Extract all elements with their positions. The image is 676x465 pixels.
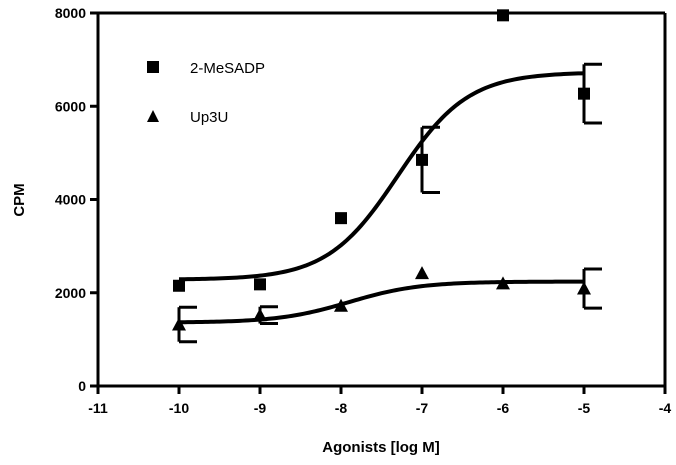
point-up3u	[496, 276, 510, 290]
legend-label-up3u: Up3U	[190, 109, 228, 126]
x-tick-label: -8	[335, 400, 348, 416]
x-tick-label: -9	[254, 400, 267, 416]
legend-marker-up3u	[147, 110, 159, 122]
x-axis-label: Agonists [log M]	[322, 439, 439, 456]
y-tick-label: 4000	[55, 192, 86, 208]
point-up3u	[415, 266, 429, 280]
point-2-mesadp	[578, 87, 590, 100]
point-2-mesadp	[254, 278, 266, 291]
y-tick-label: 6000	[55, 98, 86, 114]
x-tick-label: -5	[578, 400, 591, 416]
point-up3u	[577, 281, 591, 295]
point-up3u	[334, 298, 348, 312]
error-bars	[177, 62, 602, 344]
x-tick-label: -11	[88, 400, 108, 416]
axes	[90, 11, 667, 394]
y-tick-label: 2000	[55, 285, 86, 301]
point-2-mesadp	[497, 9, 509, 22]
x-tick-label: -7	[416, 400, 429, 416]
point-up3u	[172, 317, 186, 331]
fit-curve-2-mesadp	[178, 71, 585, 282]
y-tick-label: 8000	[55, 5, 86, 21]
point-2-mesadp	[416, 153, 428, 166]
point-up3u	[253, 308, 267, 322]
y-tick-label: 0	[78, 378, 86, 394]
fit-curves	[178, 71, 585, 325]
legend-marker-2-mesadp	[147, 61, 159, 73]
tick-labels: -11 -10 -9 -8 -7 -6 -5 -4 0 2000 4000 6000 8000	[55, 5, 672, 416]
point-2-mesadp	[173, 279, 185, 292]
fit-curve-up3u	[178, 279, 585, 325]
point-2-mesadp	[335, 212, 347, 225]
y-axis-label: CPM	[11, 183, 28, 216]
x-tick-label: -6	[497, 400, 510, 416]
data-points	[172, 9, 591, 331]
x-tick-label: -10	[169, 400, 189, 416]
x-tick-label: -4	[659, 400, 672, 416]
legend-label-2-mesadp: 2-MeSADP	[190, 60, 265, 77]
legend: 2-MeSADP Up3U	[147, 60, 265, 126]
